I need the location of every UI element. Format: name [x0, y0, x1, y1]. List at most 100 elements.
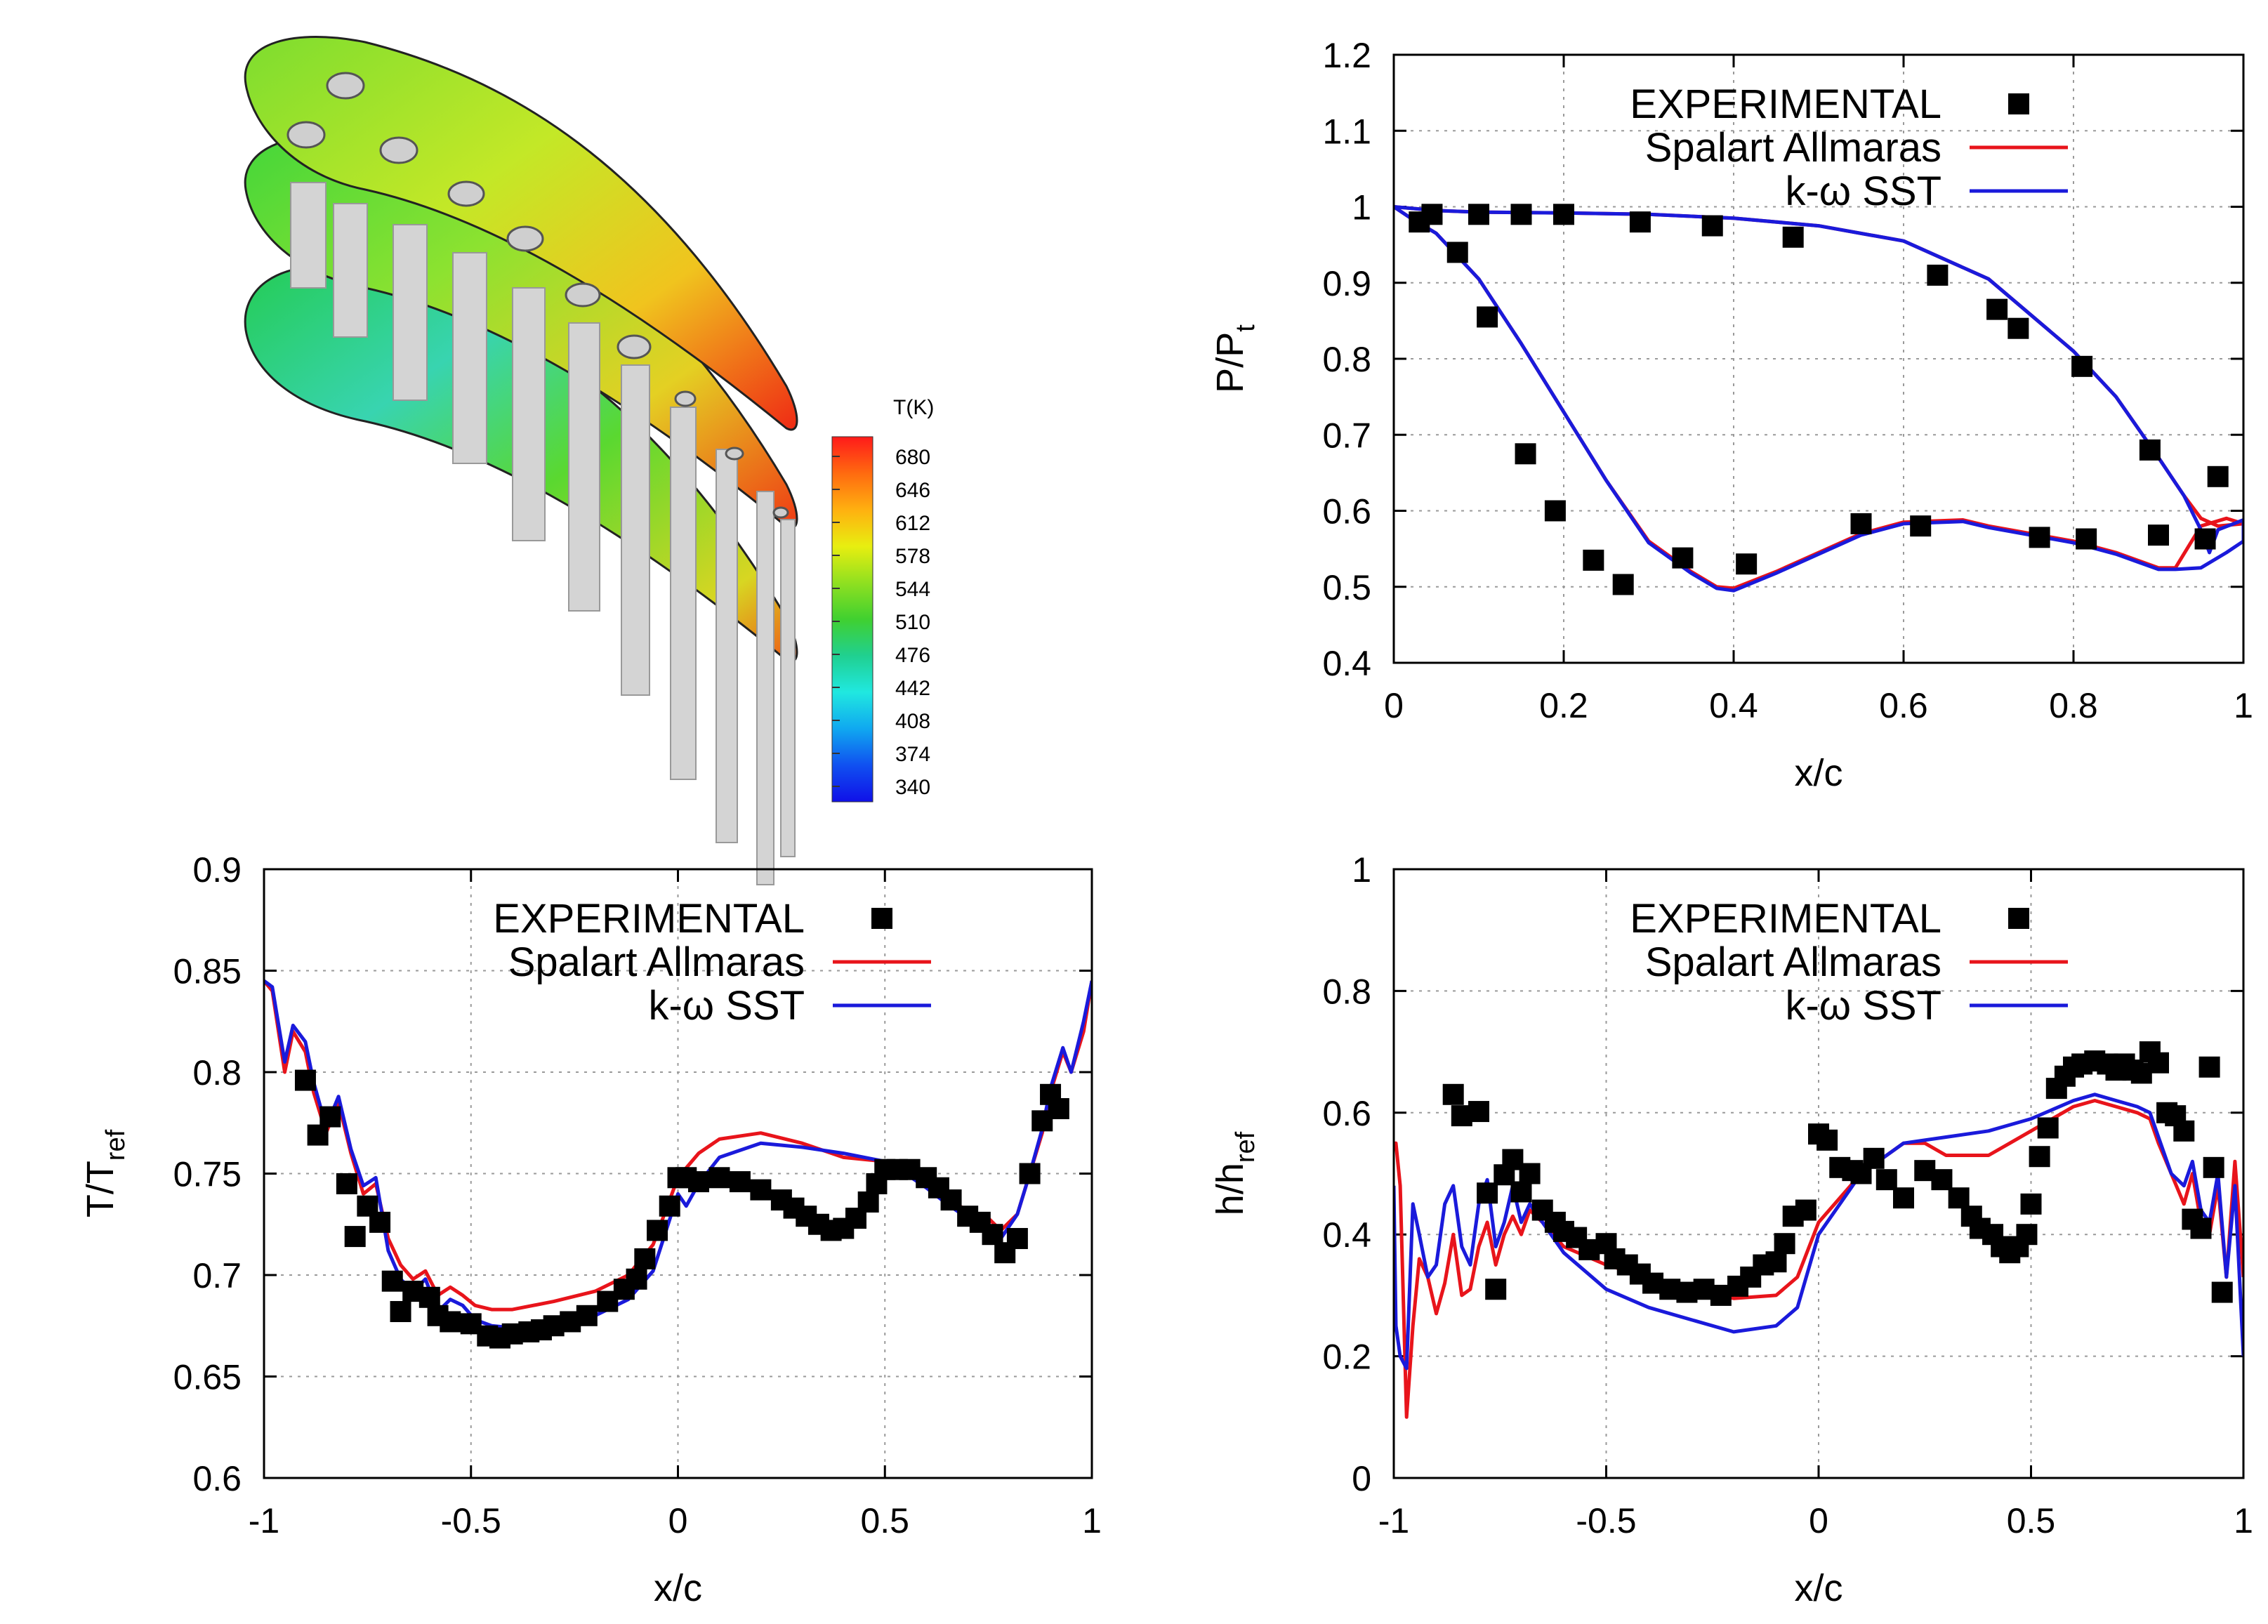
- y-tick-label: 0.6: [192, 1459, 242, 1498]
- experimental-point: [1795, 1199, 1817, 1221]
- experimental-point: [1850, 513, 1872, 534]
- experimental-point: [1817, 1129, 1838, 1151]
- x-axis-label: x/c: [1794, 1567, 1842, 1609]
- x-tick-label: -0.5: [441, 1501, 501, 1540]
- experimental-point: [2148, 524, 2169, 546]
- experimental-point: [1477, 306, 1498, 328]
- experimental-point: [1782, 226, 1804, 248]
- x-tick-label: 0: [1384, 686, 1404, 725]
- legend-marker-experimental: [2008, 908, 2029, 929]
- experimental-point: [369, 1211, 391, 1233]
- colorbar-tick-label: 578: [895, 545, 930, 568]
- pressure-chart: 0 0.2 0.4 0.6 0.8 1 0.4 0.5 0.6 0.7 0.8 0.9 1 1.1 1.2 x…: [1209, 36, 2253, 794]
- plot-frame: [1392, 868, 2245, 1479]
- y-axis-label: T/Tref: [79, 1129, 131, 1217]
- experimental-point: [1519, 1163, 1541, 1184]
- colorbar-tick-label: 374: [895, 743, 930, 766]
- plot-area: [1394, 1041, 2243, 1419]
- experimental-point: [1446, 242, 1468, 263]
- colorbar-gradient: [831, 436, 873, 803]
- experimental-point: [750, 1179, 772, 1201]
- y-tick-label: 0.65: [173, 1358, 242, 1397]
- y-tick-label: 0.9: [192, 850, 242, 890]
- legend-label: k-ω SST: [1785, 983, 1941, 1029]
- experimental-point: [344, 1226, 366, 1248]
- colorbar-title: T(K): [893, 396, 934, 419]
- experimental-point: [2037, 1117, 2059, 1139]
- x-tick-label: 0.2: [1539, 686, 1588, 725]
- experimental-point: [2139, 439, 2161, 461]
- experimental-point: [294, 1069, 316, 1091]
- x-axis-label: x/c: [1794, 752, 1842, 794]
- plot-area: [264, 979, 1092, 1349]
- experimental-point: [857, 1191, 879, 1213]
- y-tick-label: 0.8: [1322, 972, 1371, 1011]
- experimental-point: [1701, 215, 1723, 237]
- y-tick-label: 1: [1352, 188, 1371, 227]
- colorbar-tick-label: 442: [895, 677, 930, 700]
- experimental-point: [2190, 1217, 2212, 1239]
- experimental-point: [647, 1220, 668, 1241]
- y-tick-label: 0.8: [1322, 340, 1371, 379]
- y-tick-label: 0.6: [1322, 1094, 1371, 1133]
- legend-label: EXPERIMENTAL: [493, 896, 805, 942]
- plot-frame: [263, 868, 1093, 1479]
- experimental-point: [1875, 1169, 1897, 1191]
- legend-label: EXPERIMENTAL: [1630, 81, 1941, 127]
- experimental-point: [1774, 1233, 1795, 1255]
- experimental-point: [2198, 1056, 2220, 1078]
- y-tick-label: 0.2: [1322, 1338, 1371, 1377]
- experimental-point: [2194, 528, 2216, 550]
- legend-marker-experimental: [2008, 93, 2029, 114]
- temperature-colorbar: T(K) 680 646 612 578 544 510 476 442 408 374 340: [831, 396, 934, 803]
- experimental-point: [2071, 355, 2093, 377]
- colorbar-tick-label: 544: [895, 578, 930, 601]
- experimental-point: [2207, 466, 2229, 487]
- x-tick-label: -0.5: [1576, 1501, 1636, 1540]
- experimental-point: [2029, 527, 2050, 548]
- experimental-point: [319, 1106, 341, 1128]
- y-tick-label: 0.4: [1322, 644, 1371, 683]
- plot-area: [1394, 204, 2243, 595]
- experimental-point: [1612, 574, 1634, 595]
- experimental-point: [1468, 204, 1489, 225]
- colorbar-tick-label: 408: [895, 710, 930, 733]
- experimental-point: [576, 1305, 598, 1326]
- experimental-point: [1510, 204, 1532, 225]
- x-tick-label: 1: [1082, 1501, 1102, 1540]
- legend-label: k-ω SST: [1785, 169, 1941, 214]
- y-axis-label: h/href: [1209, 1131, 1260, 1215]
- experimental-point: [1048, 1098, 1069, 1120]
- colorbar-ticks: 680 646 612 578 544 510 476 442 408 374 340: [832, 446, 930, 799]
- experimental-point: [1544, 500, 1566, 522]
- legend-label: Spalart Allmaras: [508, 939, 805, 985]
- experimental-point: [634, 1248, 656, 1269]
- legend-label: Spalart Allmaras: [1645, 125, 1941, 171]
- experimental-point: [1927, 264, 1949, 286]
- experimental-point: [2020, 1193, 2042, 1215]
- plot-frame: [1392, 53, 2245, 664]
- legend-label: EXPERIMENTAL: [1630, 896, 1941, 942]
- colorbar-tick-label: 680: [895, 446, 930, 469]
- y-tick-label: 0.5: [1322, 568, 1371, 607]
- legend-marker-experimental: [871, 908, 892, 929]
- temperature-chart: -1 -0.5 0 0.5 1 0.6 0.65 0.7 0.75 0.8 0.85 0.9 x/c T/…: [79, 850, 1102, 1609]
- experimental-point: [729, 1171, 751, 1193]
- x-tick-label: 0: [1809, 1501, 1828, 1540]
- experimental-point: [1910, 515, 1932, 537]
- htc-chart: -1 -0.5 0 0.5 1 0 0.2 0.4 0.6 0.8 1 x/c h/href EXPERI…: [1209, 850, 2253, 1609]
- y-tick-label: 1: [1352, 850, 1371, 890]
- y-tick-label: 0.7: [192, 1256, 242, 1295]
- experimental-point: [687, 1171, 709, 1193]
- experimental-point: [1553, 204, 1574, 225]
- y-tick-label: 0.4: [1322, 1215, 1371, 1255]
- experimental-point: [1485, 1279, 1507, 1300]
- legend-label: k-ω SST: [648, 983, 805, 1029]
- experimental-point: [2148, 1052, 2169, 1074]
- y-axis-label: P/Pt: [1209, 324, 1260, 393]
- x-tick-label: -1: [249, 1501, 279, 1540]
- experimental-point: [381, 1270, 403, 1292]
